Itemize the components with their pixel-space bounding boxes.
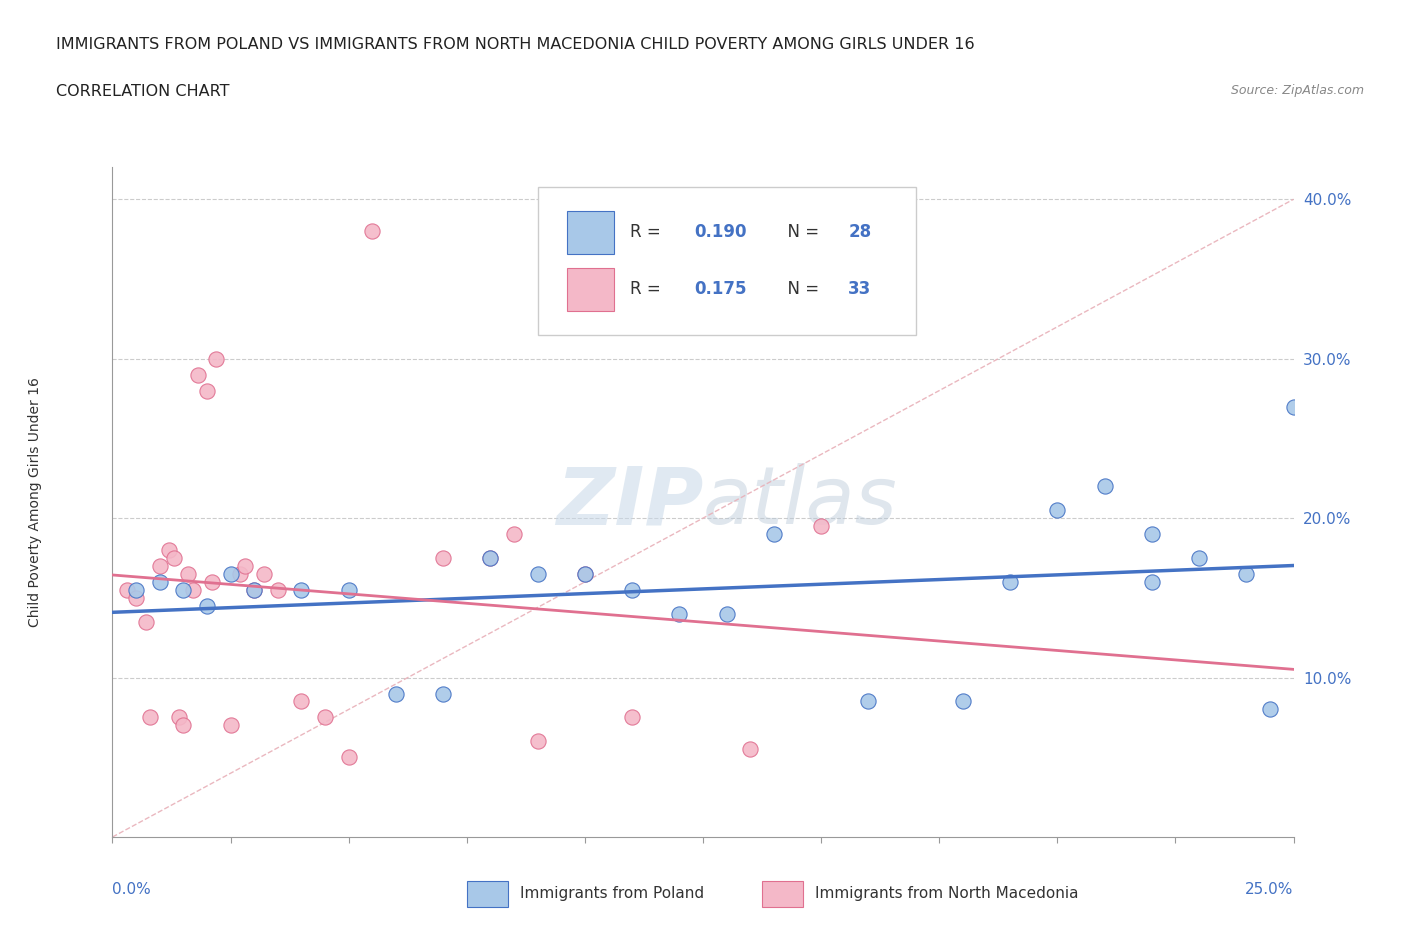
Point: [167, 710, 190, 724]
Point: [762, 526, 785, 541]
Text: Child Poverty Among Girls Under 16: Child Poverty Among Girls Under 16: [28, 378, 42, 627]
Point: [172, 582, 194, 597]
Text: Immigrants from North Macedonia: Immigrants from North Macedonia: [815, 886, 1078, 901]
Text: 28: 28: [848, 223, 872, 242]
Point: [243, 582, 266, 597]
Point: [201, 575, 224, 590]
Point: [125, 591, 148, 605]
Point: [1140, 575, 1163, 590]
Point: [135, 615, 157, 630]
Point: [172, 718, 194, 733]
Point: [503, 526, 526, 541]
Point: [139, 710, 162, 724]
Text: Immigrants from Poland: Immigrants from Poland: [520, 886, 704, 901]
FancyBboxPatch shape: [537, 188, 915, 335]
Point: [177, 566, 200, 581]
Point: [1234, 566, 1257, 581]
Point: [1046, 503, 1069, 518]
Point: [195, 383, 218, 398]
Text: ZIP: ZIP: [555, 463, 703, 541]
Point: [219, 566, 242, 581]
Point: [314, 710, 336, 724]
Point: [621, 710, 644, 724]
Point: [149, 559, 172, 574]
Point: [952, 694, 974, 709]
Point: [526, 566, 548, 581]
Point: [716, 606, 738, 621]
Point: [1282, 399, 1305, 414]
Point: [219, 718, 242, 733]
Point: [810, 519, 832, 534]
Point: [1140, 526, 1163, 541]
Text: N =: N =: [778, 223, 825, 242]
Text: 0.190: 0.190: [695, 223, 747, 242]
Point: [163, 551, 186, 565]
Point: [149, 575, 172, 590]
Point: [290, 694, 312, 709]
Point: [267, 582, 290, 597]
Point: [205, 352, 228, 366]
Point: [243, 582, 266, 597]
FancyBboxPatch shape: [567, 268, 614, 312]
Point: [432, 686, 454, 701]
Point: [233, 559, 256, 574]
Text: N =: N =: [778, 280, 825, 299]
Point: [186, 367, 208, 382]
Point: [740, 742, 762, 757]
Text: R =: R =: [630, 223, 666, 242]
Text: 25.0%: 25.0%: [1246, 882, 1294, 897]
FancyBboxPatch shape: [567, 211, 614, 255]
Text: 0.0%: 0.0%: [112, 882, 152, 897]
Text: CORRELATION CHART: CORRELATION CHART: [56, 84, 229, 99]
Point: [181, 582, 204, 597]
FancyBboxPatch shape: [467, 881, 508, 908]
Point: [858, 694, 880, 709]
Point: [574, 566, 596, 581]
Point: [526, 734, 548, 749]
Text: Source: ZipAtlas.com: Source: ZipAtlas.com: [1230, 84, 1364, 97]
Point: [432, 551, 454, 565]
Point: [385, 686, 408, 701]
Text: 0.175: 0.175: [695, 280, 747, 299]
Point: [479, 551, 502, 565]
Point: [361, 224, 384, 239]
Point: [157, 542, 180, 557]
Text: IMMIGRANTS FROM POLAND VS IMMIGRANTS FROM NORTH MACEDONIA CHILD POVERTY AMONG GI: IMMIGRANTS FROM POLAND VS IMMIGRANTS FRO…: [56, 37, 974, 52]
Point: [195, 598, 218, 613]
Point: [229, 566, 252, 581]
Point: [998, 575, 1021, 590]
Point: [621, 582, 644, 597]
Point: [290, 582, 312, 597]
Point: [574, 566, 596, 581]
Point: [1258, 702, 1281, 717]
Point: [479, 551, 502, 565]
Point: [1094, 479, 1116, 494]
Point: [337, 750, 360, 764]
Point: [1188, 551, 1211, 565]
FancyBboxPatch shape: [762, 881, 803, 908]
Text: atlas: atlas: [703, 463, 898, 541]
Point: [668, 606, 690, 621]
Point: [115, 582, 138, 597]
Point: [125, 582, 148, 597]
Text: 33: 33: [848, 280, 872, 299]
Point: [253, 566, 276, 581]
Text: R =: R =: [630, 280, 666, 299]
Point: [337, 582, 360, 597]
